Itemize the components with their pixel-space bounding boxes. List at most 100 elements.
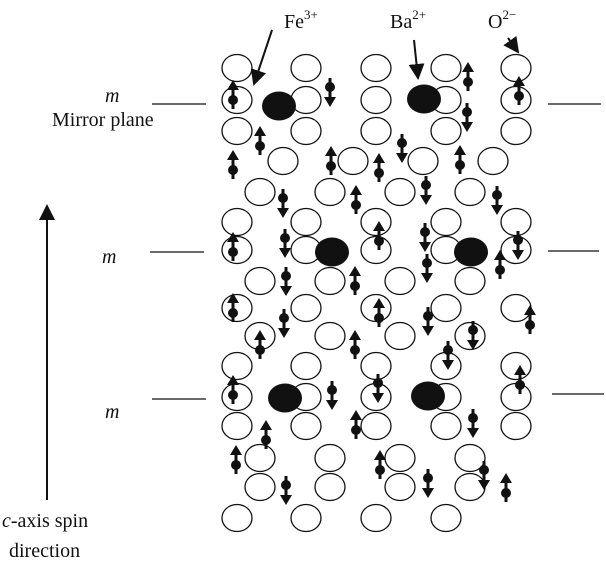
fe-spin-down — [396, 134, 408, 163]
fe-spin-down — [442, 341, 454, 370]
mirror-symbol-top: m — [105, 85, 120, 107]
oxygen-ion — [290, 116, 322, 146]
oxygen-ion — [360, 116, 392, 146]
fe-spin-up — [325, 146, 337, 175]
oxygen-ion — [454, 266, 486, 296]
fe-spin-down — [422, 469, 434, 498]
fe-spin-up — [514, 365, 526, 394]
mirror-plane-label: Mirror plane — [52, 109, 154, 131]
barium-ion — [454, 237, 488, 267]
oxygen-ion — [500, 207, 532, 237]
oxygen-ion — [384, 443, 416, 473]
fe-pointer-arrow — [250, 29, 273, 86]
oxygen-ion — [314, 177, 346, 207]
fe-spin-up — [513, 76, 525, 105]
mirror-symbol-middle: m — [102, 246, 117, 268]
oxygen-ion — [360, 351, 392, 381]
oxygen-ion — [384, 472, 416, 502]
oxygen-ion — [290, 53, 322, 83]
barium-ion — [262, 91, 296, 121]
barium-ion-layer — [262, 84, 488, 413]
fe-spin-up — [254, 330, 266, 359]
oxygen-ion — [267, 146, 299, 176]
oxygen-ion — [290, 503, 322, 533]
oxygen-ion — [430, 503, 462, 533]
oxygen-ion — [221, 351, 253, 381]
oxygen-ion — [360, 53, 392, 83]
oxygen-ion — [430, 207, 462, 237]
fe-spin-down — [512, 231, 524, 260]
fe-spin-up — [254, 126, 266, 155]
oxygen-ion — [360, 85, 392, 115]
iron-spin-layer — [227, 62, 536, 505]
o-pointer-arrow — [503, 35, 520, 54]
fe-spin-up — [230, 445, 242, 474]
fe-spin-up — [462, 62, 474, 91]
mirror-plane-lines — [150, 103, 604, 400]
oxygen-ion — [384, 321, 416, 351]
oxygen-ion — [221, 411, 253, 441]
oxygen-ion — [290, 351, 322, 381]
c-axis-label-line2: direction — [9, 540, 81, 562]
fe-spin-down — [422, 307, 434, 336]
fe-spin-up — [373, 221, 385, 250]
fe-spin-down — [491, 186, 503, 215]
oxygen-ion — [500, 53, 532, 83]
oxygen-ion — [314, 472, 346, 502]
barium-ion — [315, 237, 349, 267]
oxygen-ion — [244, 443, 276, 473]
fe-spin-up — [349, 266, 361, 295]
fe-spin-down — [467, 321, 479, 350]
oxygen-ion — [221, 53, 253, 83]
barium-ion — [407, 84, 441, 114]
barium-ion — [268, 383, 302, 413]
oxygen-ion — [500, 351, 532, 381]
oxygen-ion — [430, 411, 462, 441]
oxygen-ion — [454, 443, 486, 473]
oxygen-ion — [221, 503, 253, 533]
oxygen-ion — [454, 472, 486, 502]
oxygen-ion — [221, 116, 253, 146]
oxygen-ion — [290, 293, 322, 323]
oxygen-ion — [500, 116, 532, 146]
fe-spin-up — [350, 410, 362, 439]
oxygen-ion — [221, 293, 253, 323]
c-axis-label: c-axis spin — [2, 510, 89, 532]
fe-spin-up — [524, 305, 536, 334]
oxygen-ion — [500, 293, 532, 323]
oxygen-ion — [244, 177, 276, 207]
oxygen-ion — [477, 146, 509, 176]
fe-spin-down — [280, 476, 292, 505]
oxygen-ion — [337, 146, 369, 176]
fe-spin-up — [500, 473, 512, 502]
fe-spin-up — [227, 232, 239, 261]
oxygen-ion — [430, 53, 462, 83]
barium-ion — [411, 381, 445, 411]
ba-ion-label: Ba2+ — [390, 7, 427, 33]
fe-spin-up — [260, 420, 272, 449]
fe-spin-down — [372, 374, 384, 403]
oxygen-ion — [500, 411, 532, 441]
oxygen-ion — [360, 503, 392, 533]
oxygen-ion — [244, 266, 276, 296]
fe-spin-down — [421, 254, 433, 283]
oxygen-ion — [290, 207, 322, 237]
oxygen-ion — [314, 443, 346, 473]
fe-spin-up — [227, 293, 239, 322]
oxygen-ion — [314, 321, 346, 351]
oxygen-ion — [221, 207, 253, 237]
fe-spin-down — [278, 309, 290, 338]
fe-spin-up — [349, 330, 361, 359]
oxygen-ion — [454, 177, 486, 207]
oxygen-ion — [290, 411, 322, 441]
fe-spin-up — [454, 145, 466, 174]
fe-spin-down — [326, 381, 338, 410]
fe-spin-down — [467, 409, 479, 438]
fe-spin-up — [227, 375, 239, 404]
fe-spin-down — [420, 176, 432, 205]
oxygen-ion — [384, 177, 416, 207]
fe-spin-down — [324, 78, 336, 107]
ba-pointer-arrow — [408, 39, 425, 80]
fe-spin-up — [350, 185, 362, 214]
